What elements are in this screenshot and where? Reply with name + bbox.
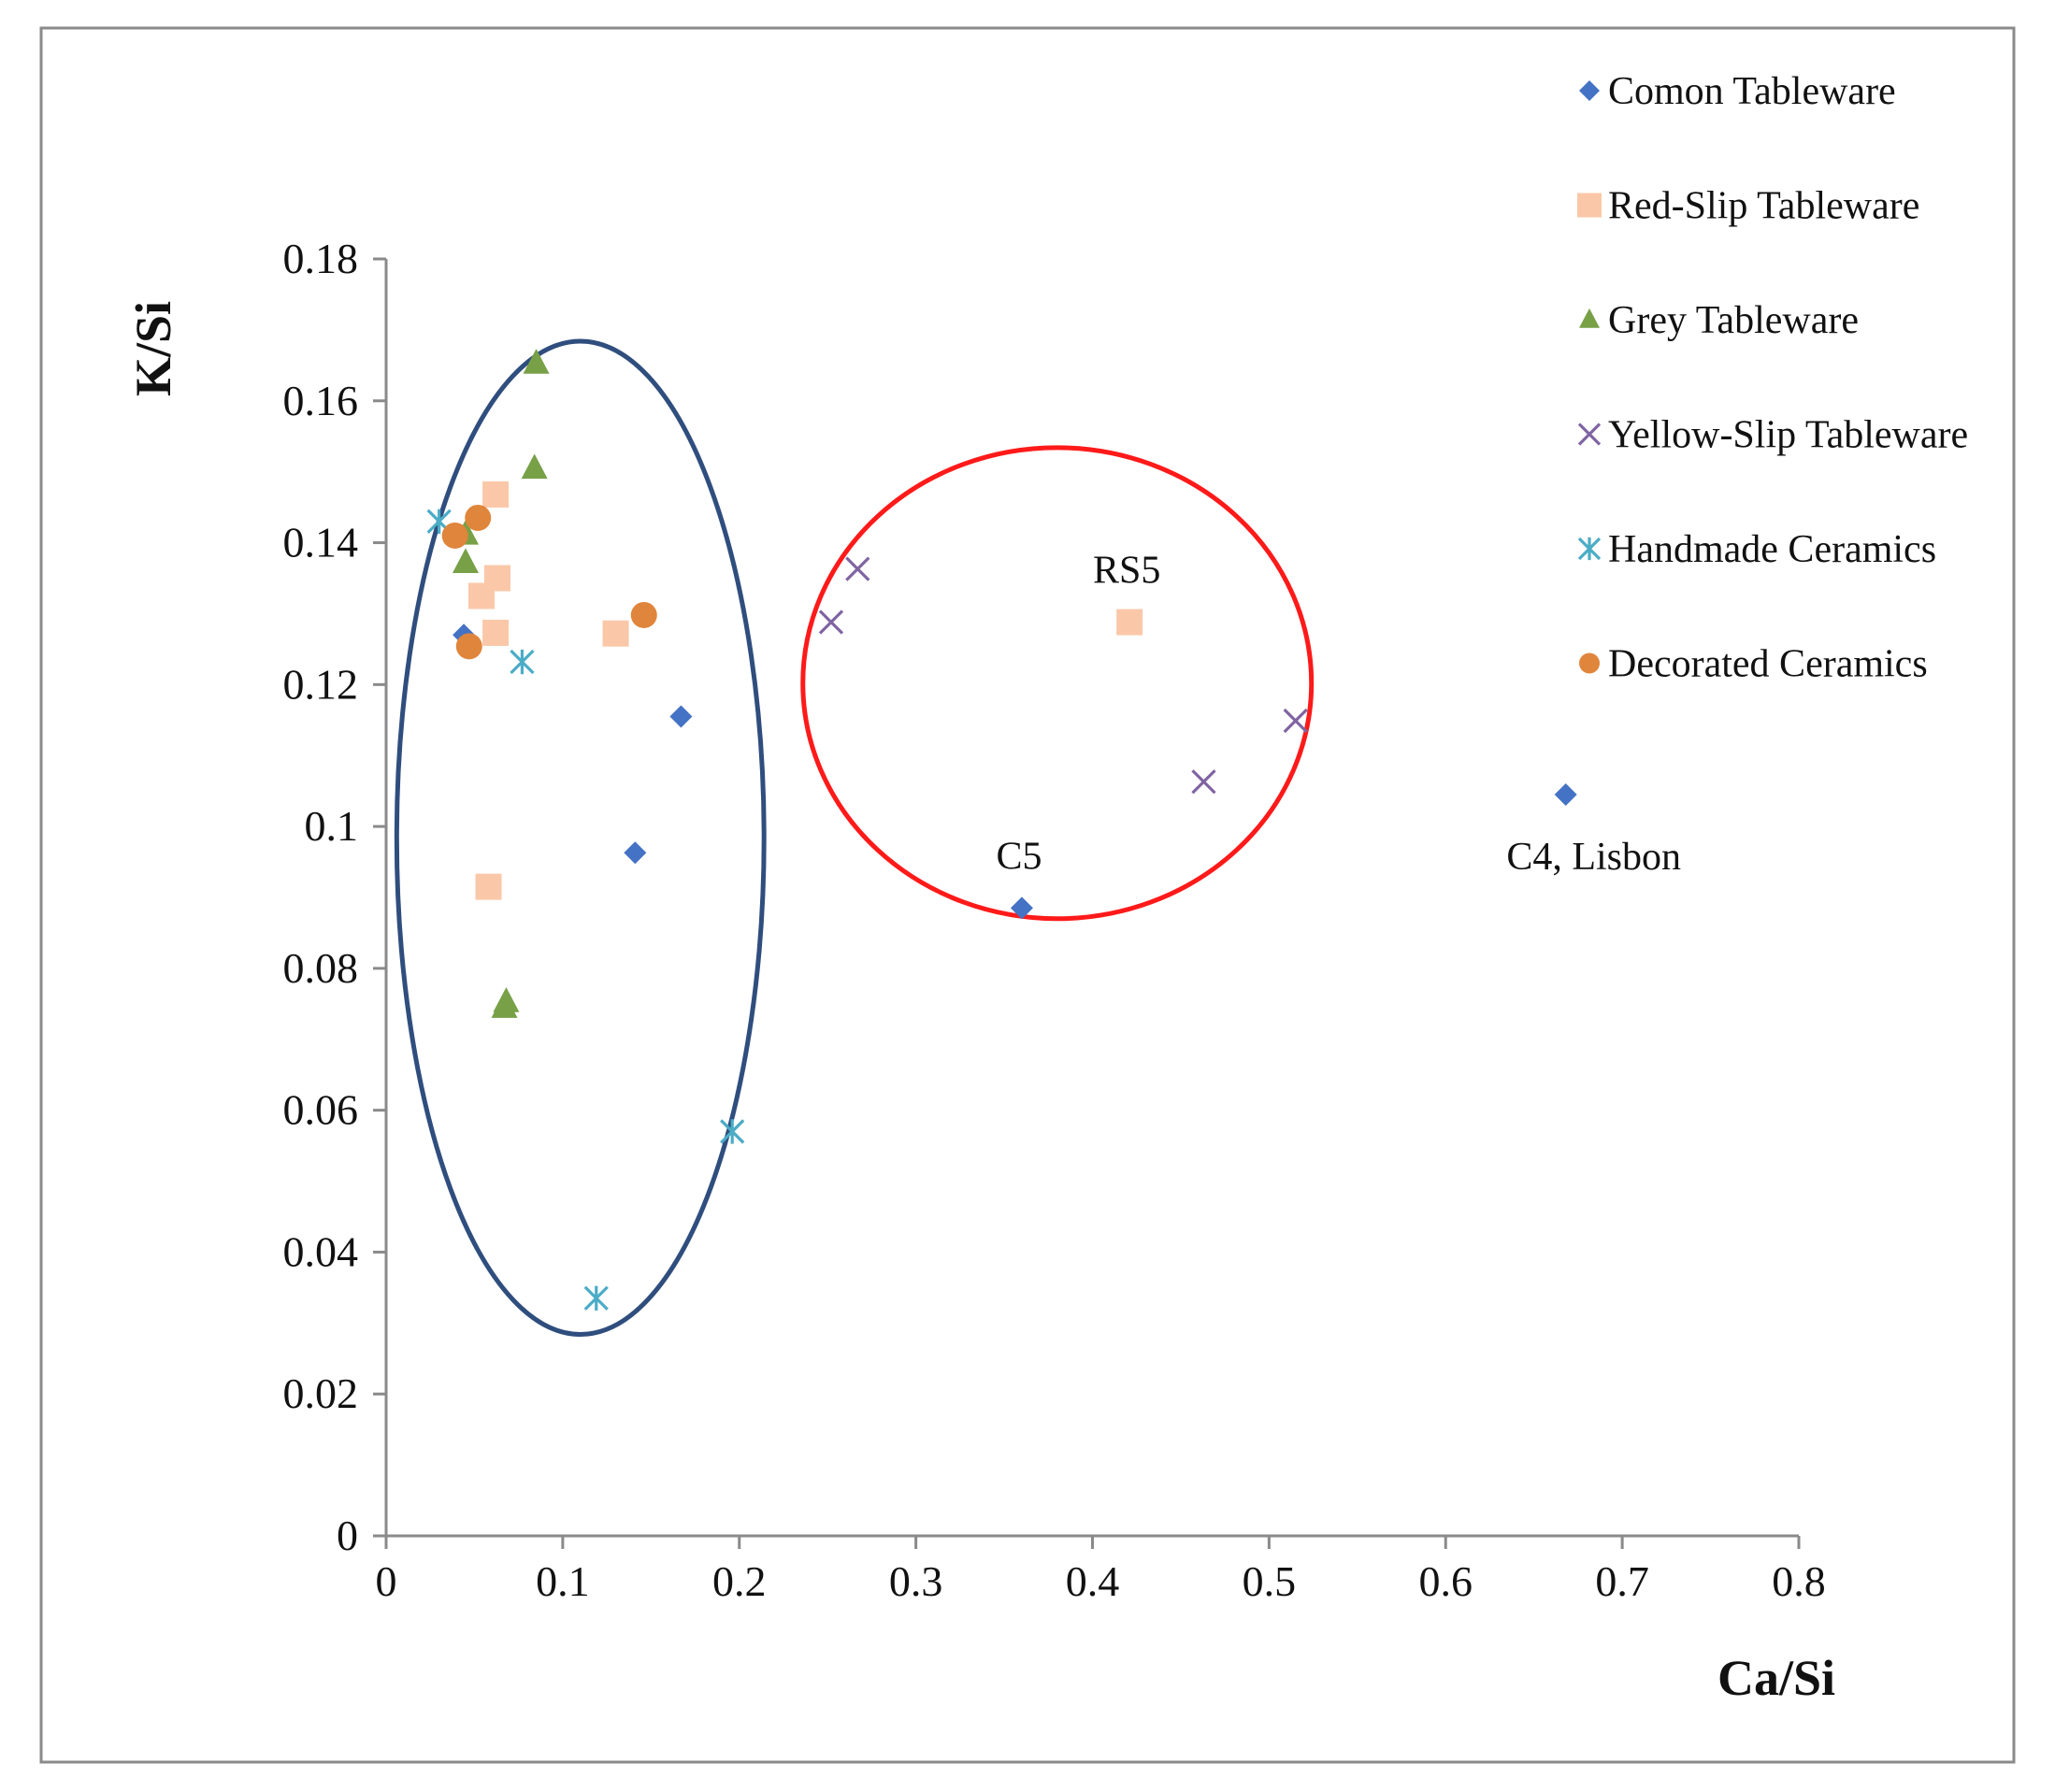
point-comon-tableware <box>669 705 693 728</box>
legend-label: Grey Tableware <box>1608 299 1859 342</box>
legend-marker <box>1577 537 1602 561</box>
point-decorated-ceramics <box>630 601 657 628</box>
axes: 0 0.02 0.04 0.06 0.08 0.1 0.12 0.14 0.16 0.18 0 0.1… <box>125 235 1835 1706</box>
legend-item: Handmade Ceramics <box>1577 528 1936 571</box>
point-handmade-ceramics <box>510 649 535 675</box>
y-tick-label: 0.04 <box>283 1227 359 1275</box>
y-tick-label: 0.12 <box>283 660 359 708</box>
point-red-slip-tableware <box>482 480 510 508</box>
point-yellow-slip-tableware <box>1283 708 1308 734</box>
y-tick-label: 0 <box>337 1512 358 1559</box>
point-grey-tableware <box>521 453 548 480</box>
legend-marker <box>1579 80 1600 101</box>
x-tick-label: 0.6 <box>1419 1557 1473 1605</box>
legend-item: Decorated Ceramics <box>1579 643 1928 686</box>
legend-item: Comon Tableware <box>1579 70 1896 113</box>
legend-marker <box>1579 652 1600 674</box>
point-red-slip-tableware <box>602 620 629 647</box>
y-axis-title: K/Si <box>125 301 181 396</box>
legend-label: Red-Slip Tableware <box>1608 185 1919 228</box>
x-tick-label: 0 <box>376 1557 397 1605</box>
point-comon-tableware <box>624 841 647 865</box>
point-red-slip-tableware <box>467 582 495 609</box>
legend-label: Decorated Ceramics <box>1608 643 1928 686</box>
x-tick-label: 0.4 <box>1066 1557 1120 1605</box>
y-tick-label: 0.08 <box>283 944 359 992</box>
y-tick-label: 0.18 <box>283 235 359 282</box>
point-c4-lisbon <box>1554 782 1577 806</box>
point-handmade-ceramics <box>583 1285 609 1311</box>
point-red-slip-tableware <box>1116 609 1143 636</box>
x-tick-label: 0.2 <box>712 1557 767 1605</box>
point-red-slip-tableware <box>475 873 502 900</box>
grouping-ellipses <box>394 338 1315 1337</box>
y-tick-label: 0.14 <box>283 519 359 566</box>
point-decorated-ceramics <box>465 504 492 531</box>
y-tick-label: 0.06 <box>283 1086 359 1134</box>
cluster-ellipse-red <box>800 445 1315 922</box>
point-grey-tableware <box>452 548 479 574</box>
point-grey-tableware <box>523 349 550 374</box>
point-yellow-slip-tableware <box>818 609 844 635</box>
label-c4-lisbon: C4, Lisbon <box>1506 836 1681 879</box>
legend-marker <box>1577 423 1602 446</box>
legend-label: Handmade Ceramics <box>1608 528 1936 571</box>
point-grey-tableware <box>493 987 520 1012</box>
y-tick-label: 0.16 <box>283 377 359 424</box>
x-tick-label: 0.8 <box>1772 1557 1826 1605</box>
x-tick-label: 0.7 <box>1595 1557 1649 1605</box>
legend-marker <box>1577 193 1602 218</box>
point-yellow-slip-tableware <box>1191 769 1216 795</box>
legend-item: Red-Slip Tableware <box>1577 185 1919 228</box>
point-decorated-ceramics <box>455 633 482 660</box>
legend-marker <box>1579 308 1600 328</box>
legend-item: Grey Tableware <box>1579 299 1859 342</box>
data-points <box>426 349 1577 1311</box>
point-yellow-slip-tableware <box>845 556 870 581</box>
point-decorated-ceramics <box>441 522 468 549</box>
y-tick-label: 0.02 <box>283 1369 359 1417</box>
legend-item: Yellow-Slip Tableware <box>1577 414 1968 457</box>
legend-label: Yellow-Slip Tableware <box>1608 414 1968 457</box>
cluster-ellipse-blue <box>394 338 767 1337</box>
outer-border <box>39 26 2016 1764</box>
point-comon-tableware <box>1010 896 1033 920</box>
legend-label: Comon Tableware <box>1608 70 1896 113</box>
x-tick-label: 0.5 <box>1243 1557 1297 1605</box>
x-tick-label: 0.1 <box>536 1557 590 1605</box>
x-tick-label: 0.3 <box>889 1557 943 1605</box>
point-red-slip-tableware <box>482 619 510 646</box>
y-tick-label: 0.1 <box>305 802 359 850</box>
point-annotations: RS5 C5 <box>996 550 1160 879</box>
point-handmade-ceramics <box>720 1119 745 1144</box>
annotation-c5: C5 <box>996 835 1042 878</box>
legend: Comon Tableware Red-Slip Tableware Grey Ta… <box>1506 70 1968 879</box>
x-axis-title: Ca/Si <box>1717 1650 1835 1706</box>
annotation-rs5: RS5 <box>1093 550 1160 593</box>
